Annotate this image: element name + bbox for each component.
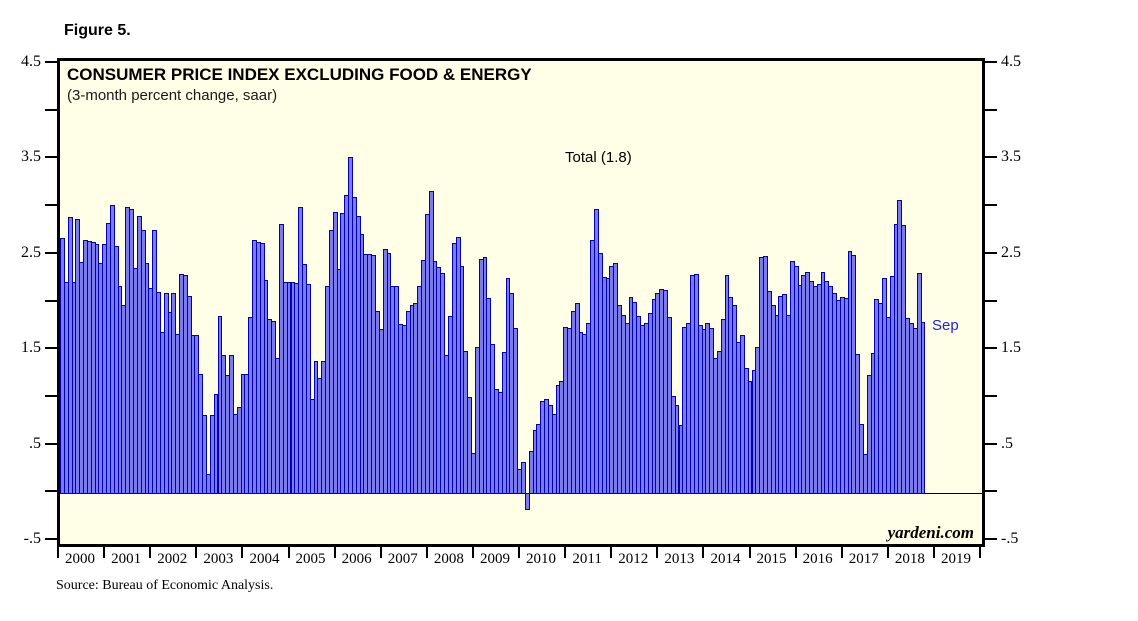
major-ytick-R-2.5: [985, 251, 997, 254]
major-ytick-R-0.5: [985, 442, 997, 445]
latest-point-label: Sep: [932, 317, 959, 334]
chart-title: CONSUMER PRICE INDEX EXCLUDING FOOD & EN…: [67, 65, 532, 84]
major-ytick-L-1.5: [45, 347, 57, 350]
minor-ytick-L-4: [45, 108, 57, 111]
x-axis-tick: [794, 547, 797, 558]
minor-ytick-R-0: [985, 490, 997, 493]
minor-ytick-R-1: [985, 394, 997, 397]
x-axis-tick: [979, 547, 981, 558]
y-axis-label-right: -.5: [1001, 530, 1019, 547]
y-axis-label-left: -.5: [23, 530, 41, 547]
y-axis-label-left: .5: [29, 434, 41, 452]
major-ytick-L-4.5: [45, 61, 57, 63]
x-axis-tick: [333, 547, 336, 558]
minor-ytick-L-2: [45, 299, 57, 302]
x-axis-year-label-2019: 2019: [940, 551, 971, 567]
x-axis-tick: [57, 547, 59, 558]
minor-ytick-L-3: [45, 204, 57, 207]
x-axis-tick: [425, 547, 428, 558]
bar-2009-11: [513, 328, 519, 495]
minor-ytick-R-3: [985, 204, 997, 207]
x-axis-year-label-2011: 2011: [572, 551, 602, 567]
x-axis-tick: [656, 547, 659, 558]
x-axis-tick: [748, 547, 751, 558]
x-axis-tick: [241, 547, 244, 558]
x-axis-year-label-2017: 2017: [848, 551, 879, 567]
x-axis-tick: [840, 547, 843, 558]
y-axis-label-right: 2.5: [1001, 243, 1021, 261]
major-ytick-L-0.5: [45, 442, 57, 445]
x-axis-year-label-2000: 2000: [65, 551, 96, 567]
x-axis-year-label-2008: 2008: [433, 551, 464, 567]
bar-2010-01: [521, 461, 526, 495]
major-ytick-L--0.5: [45, 538, 57, 540]
y-axis-label-left: 4.5: [21, 53, 41, 70]
x-axis-year-label-2009: 2009: [479, 551, 510, 567]
x-axis-tick: [103, 547, 106, 558]
x-axis-tick: [379, 547, 382, 558]
x-axis-year-label-2012: 2012: [618, 551, 649, 567]
x-axis-year-label-2001: 2001: [111, 551, 142, 567]
x-axis-tick: [610, 547, 613, 558]
x-axis-tick: [886, 547, 889, 558]
major-ytick-R--0.5: [985, 538, 997, 540]
minor-ytick-L-1: [45, 394, 57, 397]
source-note: Source: Bureau of Economic Analysis.: [56, 578, 274, 593]
y-axis-label-right: 1.5: [1001, 339, 1021, 357]
x-axis-year-label-2013: 2013: [664, 551, 695, 567]
minor-ytick-R-4: [985, 108, 997, 111]
x-axis-year-label-2007: 2007: [387, 551, 418, 567]
x-axis-tick: [149, 547, 152, 558]
x-axis-tick: [287, 547, 290, 558]
x-axis-year-label-2014: 2014: [710, 551, 741, 567]
bar-2018-09: [920, 321, 926, 495]
bar-2003-02: [202, 415, 207, 495]
major-ytick-L-2.5: [45, 251, 57, 254]
x-axis-tick: [518, 547, 520, 558]
minor-ytick-R-2: [985, 299, 997, 302]
x-axis-year-label-2015: 2015: [756, 551, 787, 567]
x-axis-year-label-2002: 2002: [157, 551, 188, 567]
series-legend-label: Total (1.8): [565, 149, 632, 166]
bar-2010-02: [524, 493, 530, 511]
y-axis-label-right: .5: [1001, 434, 1013, 452]
chart-subtitle: (3-month percent change, saar): [67, 87, 278, 104]
y-axis-label-left: 2.5: [21, 243, 41, 261]
y-axis-label-left: 3.5: [21, 148, 41, 166]
minor-ytick-L-0: [45, 490, 57, 493]
bar-2008-11: [467, 396, 473, 495]
y-axis-label-right: 4.5: [1001, 53, 1021, 70]
watermark: yardeni.com: [887, 523, 974, 542]
x-axis-year-label-2005: 2005: [295, 551, 326, 567]
x-axis-tick: [471, 547, 474, 558]
x-axis-year-label-2018: 2018: [894, 551, 925, 567]
major-ytick-R-1.5: [985, 347, 997, 350]
plot-inner: CONSUMER PRICE INDEX EXCLUDING FOOD & EN…: [60, 61, 982, 544]
x-axis-year-label-2003: 2003: [203, 551, 234, 567]
x-axis-tick: [195, 547, 198, 558]
y-axis-label-left: 1.5: [21, 339, 41, 357]
plot-area: CONSUMER PRICE INDEX EXCLUDING FOOD & EN…: [57, 58, 985, 547]
major-ytick-R-3.5: [985, 156, 997, 159]
x-axis-year-label-2010: 2010: [526, 551, 557, 567]
y-axis-label-right: 3.5: [1001, 148, 1021, 166]
x-axis-tick: [932, 547, 935, 558]
x-axis-year-label-2006: 2006: [341, 551, 372, 567]
x-axis-year-label-2004: 2004: [249, 551, 280, 567]
x-axis-tick: [564, 547, 567, 558]
x-axis-year-label-2016: 2016: [802, 551, 833, 567]
major-ytick-L-3.5: [45, 156, 57, 159]
bar-2005-05: [305, 284, 311, 495]
figure-label: Figure 5.: [64, 22, 131, 39]
x-axis-tick: [702, 547, 705, 558]
major-ytick-R-4.5: [985, 61, 997, 63]
